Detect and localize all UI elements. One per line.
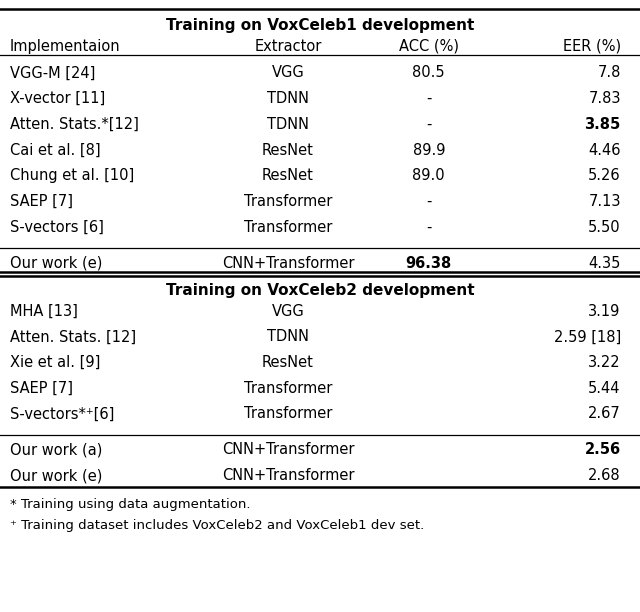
Text: ResNet: ResNet — [262, 143, 314, 157]
Text: SAEP [7]: SAEP [7] — [10, 194, 72, 209]
Text: 96.38: 96.38 — [406, 256, 452, 271]
Text: Transformer: Transformer — [244, 406, 332, 422]
Text: MHA [13]: MHA [13] — [10, 304, 77, 319]
Text: Training on VoxCeleb2 development: Training on VoxCeleb2 development — [166, 283, 474, 298]
Text: 2.67: 2.67 — [588, 406, 621, 422]
Text: Atten. Stats.*[12]: Atten. Stats.*[12] — [10, 117, 138, 132]
Text: 4.35: 4.35 — [588, 256, 621, 271]
Text: Extractor: Extractor — [254, 39, 322, 54]
Text: X-vector [11]: X-vector [11] — [10, 91, 105, 106]
Text: CNN+Transformer: CNN+Transformer — [221, 468, 355, 483]
Text: Transformer: Transformer — [244, 194, 332, 209]
Text: 89.9: 89.9 — [413, 143, 445, 157]
Text: * Training using data augmentation.: * Training using data augmentation. — [10, 498, 250, 511]
Text: -: - — [426, 91, 431, 106]
Text: VGG-M [24]: VGG-M [24] — [10, 65, 95, 80]
Text: Implementaion: Implementaion — [10, 39, 120, 54]
Text: TDNN: TDNN — [267, 117, 309, 132]
Text: 3.85: 3.85 — [584, 117, 621, 132]
Text: TDNN: TDNN — [267, 329, 309, 345]
Text: CNN+Transformer: CNN+Transformer — [221, 442, 355, 457]
Text: ResNet: ResNet — [262, 168, 314, 183]
Text: Our work (a): Our work (a) — [10, 442, 102, 457]
Text: 5.26: 5.26 — [588, 168, 621, 183]
Text: 3.19: 3.19 — [588, 304, 621, 319]
Text: -: - — [426, 194, 431, 209]
Text: ⁺ Training dataset includes VoxCeleb2 and VoxCeleb1 dev set.: ⁺ Training dataset includes VoxCeleb2 an… — [10, 519, 424, 532]
Text: 7.13: 7.13 — [588, 194, 621, 209]
Text: Transformer: Transformer — [244, 220, 332, 234]
Text: Xie et al. [9]: Xie et al. [9] — [10, 355, 100, 370]
Text: 5.50: 5.50 — [588, 220, 621, 234]
Text: 89.0: 89.0 — [413, 168, 445, 183]
Text: 2.59 [18]: 2.59 [18] — [554, 329, 621, 345]
Text: Cai et al. [8]: Cai et al. [8] — [10, 143, 100, 157]
Text: VGG: VGG — [271, 65, 305, 80]
Text: 7.8: 7.8 — [597, 65, 621, 80]
Text: EER (%): EER (%) — [563, 39, 621, 54]
Text: TDNN: TDNN — [267, 91, 309, 106]
Text: CNN+Transformer: CNN+Transformer — [221, 256, 355, 271]
Text: SAEP [7]: SAEP [7] — [10, 381, 72, 396]
Text: S-vectors*⁺[6]: S-vectors*⁺[6] — [10, 406, 114, 422]
Text: ResNet: ResNet — [262, 355, 314, 370]
Text: 7.83: 7.83 — [588, 91, 621, 106]
Text: 2.56: 2.56 — [585, 442, 621, 457]
Text: Atten. Stats. [12]: Atten. Stats. [12] — [10, 329, 136, 345]
Text: 3.22: 3.22 — [588, 355, 621, 370]
Text: Transformer: Transformer — [244, 381, 332, 396]
Text: Chung et al. [10]: Chung et al. [10] — [10, 168, 134, 183]
Text: 80.5: 80.5 — [413, 65, 445, 80]
Text: VGG: VGG — [271, 304, 305, 319]
Text: 4.46: 4.46 — [588, 143, 621, 157]
Text: -: - — [426, 220, 431, 234]
Text: -: - — [426, 117, 431, 132]
Text: Training on VoxCeleb1 development: Training on VoxCeleb1 development — [166, 18, 474, 34]
Text: 2.68: 2.68 — [588, 468, 621, 483]
Text: S-vectors [6]: S-vectors [6] — [10, 220, 104, 234]
Text: Our work (e): Our work (e) — [10, 468, 102, 483]
Text: 5.44: 5.44 — [588, 381, 621, 396]
Text: Our work (e): Our work (e) — [10, 256, 102, 271]
Text: ACC (%): ACC (%) — [399, 39, 459, 54]
